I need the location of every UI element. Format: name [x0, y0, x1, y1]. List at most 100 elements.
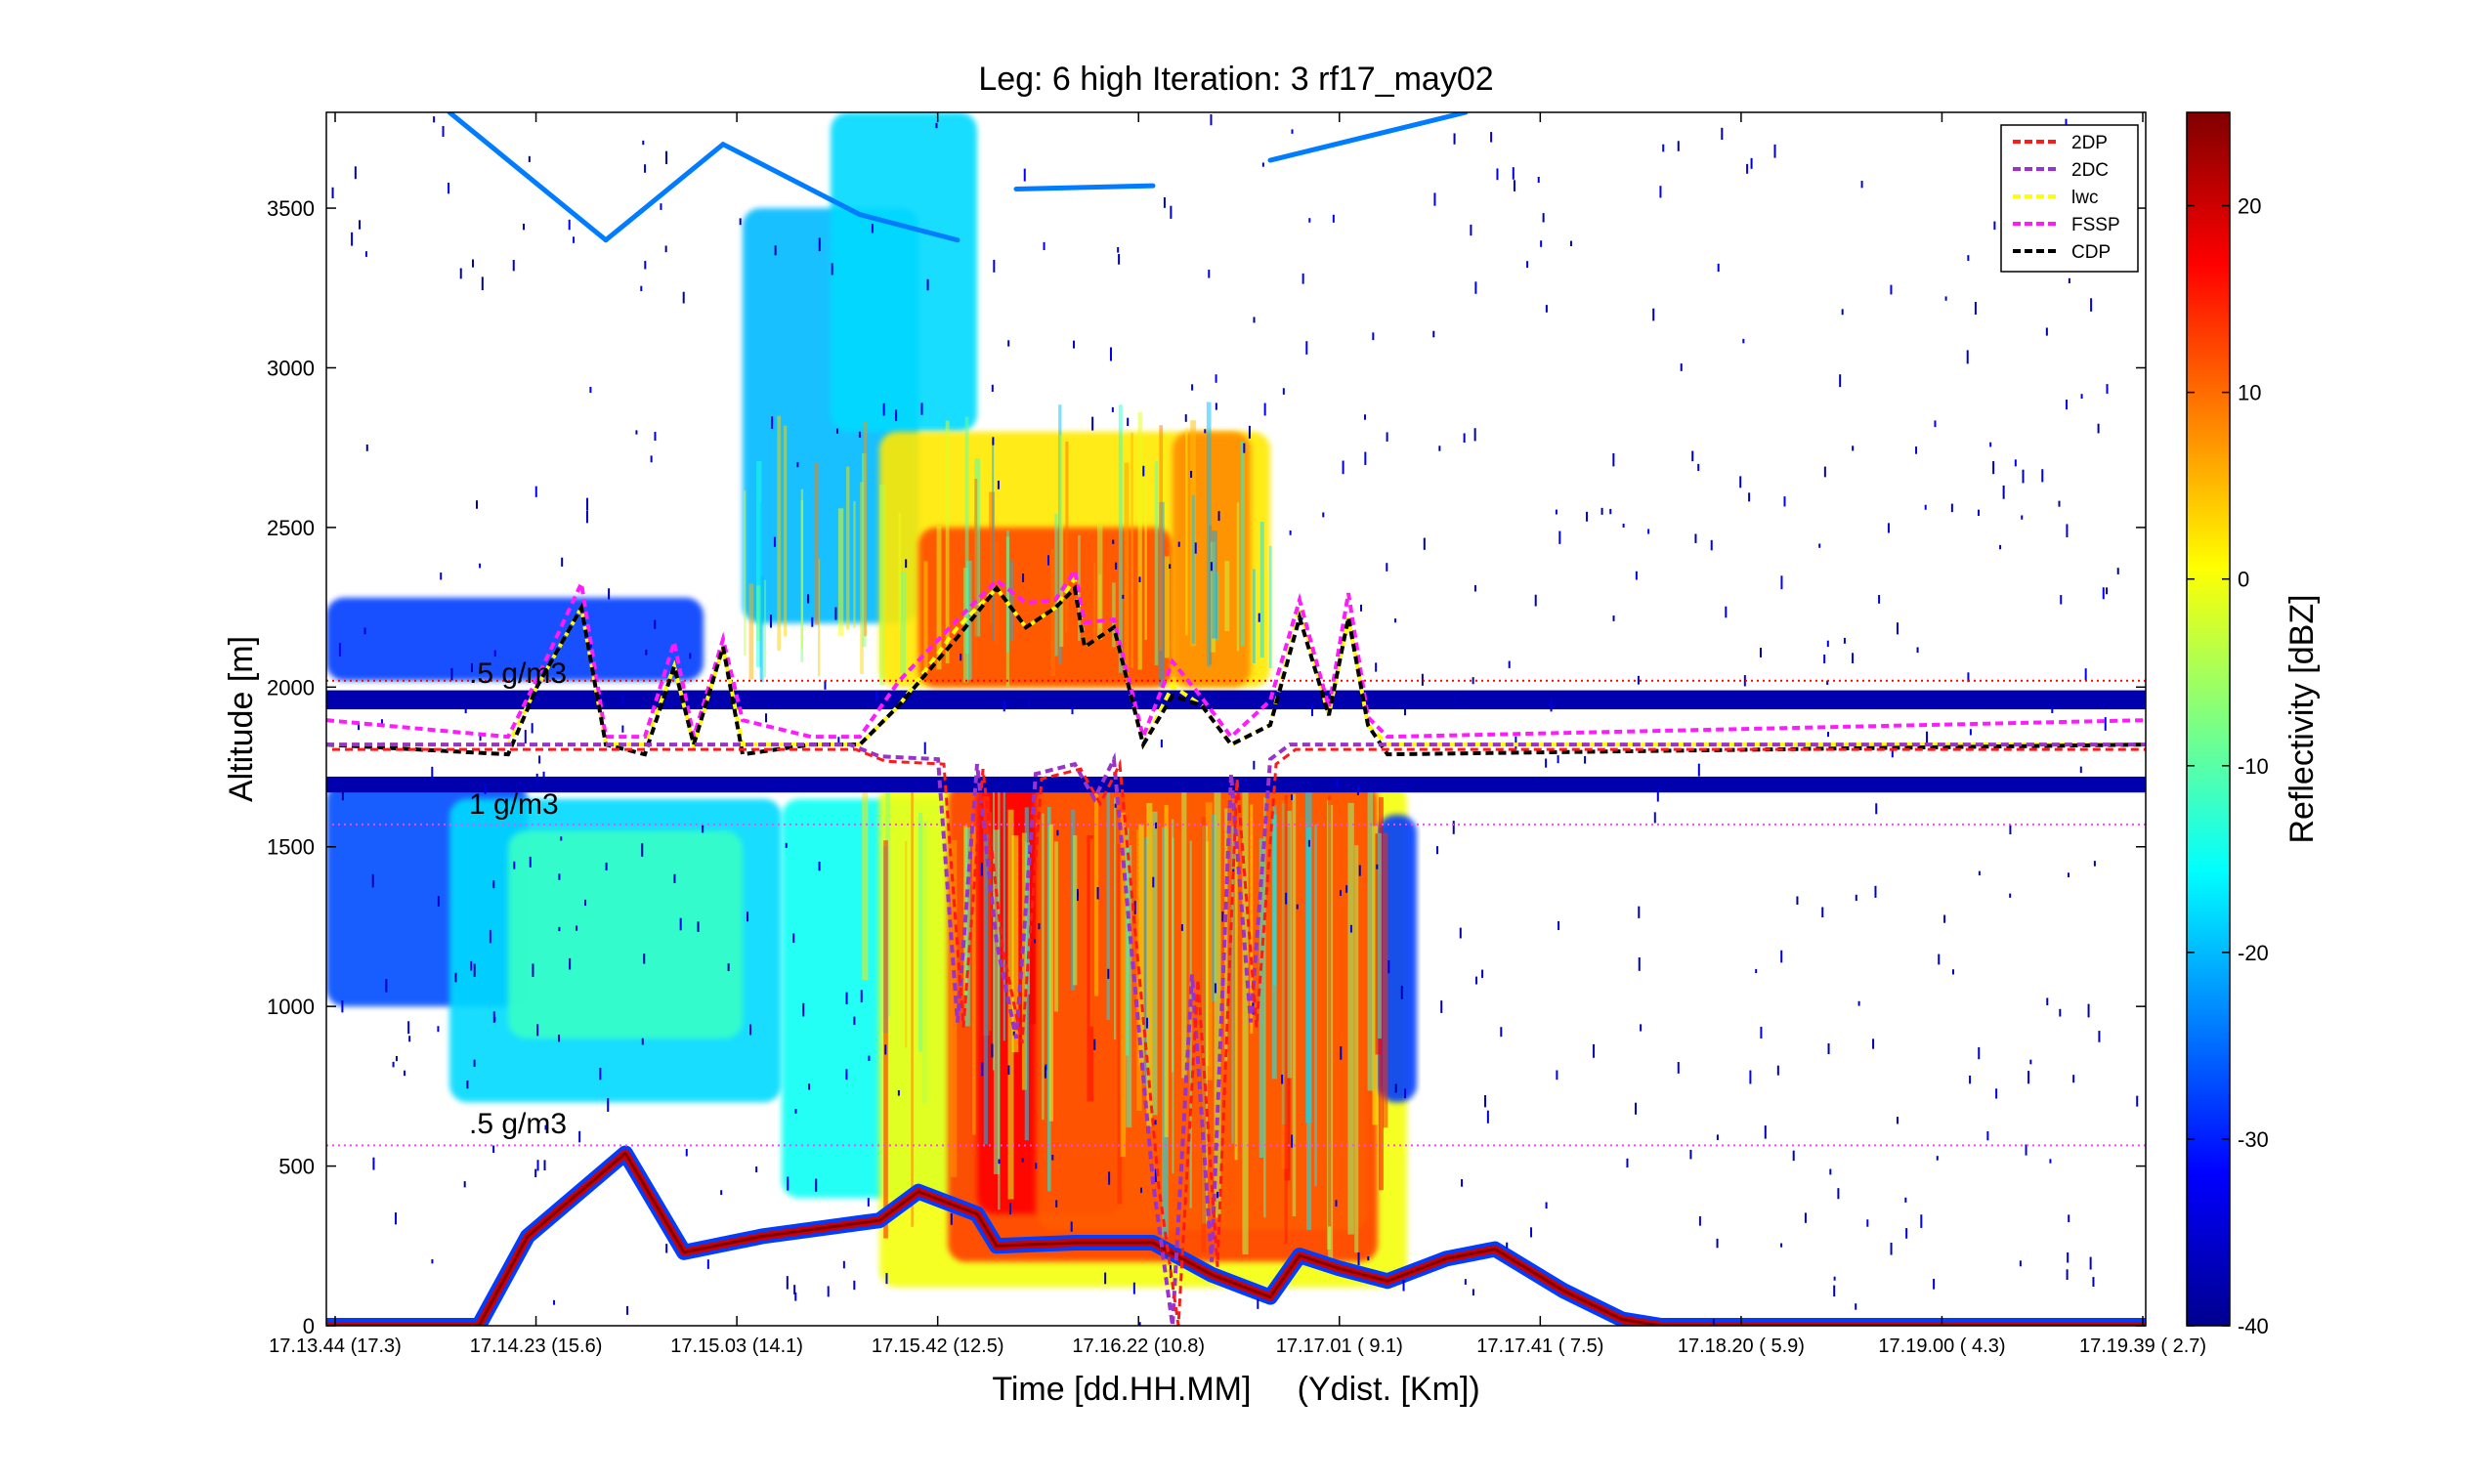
- noise-pixel: [1043, 241, 1045, 251]
- noise-pixel: [450, 667, 453, 681]
- noise-pixel: [992, 437, 995, 445]
- noise-pixel: [558, 873, 561, 880]
- echo-streak: [964, 416, 969, 655]
- noise-pixel: [431, 766, 434, 781]
- noise-pixel: [1748, 492, 1751, 502]
- noise-pixel: [1142, 465, 1145, 477]
- noise-pixel: [1177, 541, 1180, 547]
- echo-streak: [1240, 441, 1245, 647]
- noise-pixel: [1698, 1215, 1701, 1226]
- noise-pixel: [1635, 1102, 1638, 1115]
- noise-pixel: [2046, 997, 2049, 1006]
- trace-2dp: [332, 747, 2146, 1326]
- noise-pixel: [1339, 889, 1342, 896]
- band-upper: [326, 690, 2146, 710]
- trace-fssp: [326, 565, 2146, 743]
- noise-pixel: [644, 164, 647, 173]
- noise-pixel: [1712, 1318, 1715, 1326]
- echo-streak: [1146, 803, 1153, 1126]
- noise-pixel: [1107, 968, 1110, 979]
- annotations: .5 g/m3 1 g/m3 .5 g/m3: [469, 657, 567, 1140]
- noise-pixel: [2021, 515, 2024, 520]
- noise-pixel: [1622, 524, 1625, 529]
- echo-streak: [853, 501, 856, 628]
- noise-pixel: [1716, 1134, 1719, 1140]
- noise-pixel: [1160, 739, 1163, 748]
- noise-pixel: [1924, 504, 1927, 510]
- noise-pixel: [1662, 144, 1665, 152]
- echo-streak: [1114, 797, 1117, 1039]
- noise-pixel: [1132, 1282, 1135, 1294]
- noise-pixel: [1550, 698, 1553, 712]
- noise-pixel: [1051, 1154, 1054, 1161]
- noise-pixel: [1364, 414, 1367, 420]
- x-tick-label: 17.14.23 (15.6): [470, 1336, 603, 1357]
- noise-pixel: [1823, 654, 1826, 663]
- noise-pixel: [897, 1089, 900, 1096]
- noise-pixel: [1421, 673, 1424, 686]
- noise-pixel: [481, 276, 484, 291]
- legend: 2DP 2DC lwc FSSP CDP: [2000, 124, 2139, 273]
- noise-pixel: [1360, 604, 1363, 612]
- noise-pixel: [1526, 261, 1529, 269]
- noise-pixel: [1710, 539, 1713, 551]
- y-tick-label: 3500: [267, 196, 315, 221]
- noise-pixel: [834, 607, 837, 620]
- x-tick-label: 17.15.42 (12.5): [872, 1336, 1004, 1357]
- noise-pixel: [641, 1038, 644, 1045]
- noise-pixel: [1117, 246, 1120, 253]
- x-axis: 17.13.44 (17.3) 17.14.23 (15.6) 17.15.03 (…: [269, 112, 2206, 1357]
- noise-pixel: [534, 486, 537, 497]
- noise-pixel: [1432, 330, 1435, 338]
- noise-pixel: [1872, 1039, 1875, 1049]
- echo-streak: [1007, 809, 1014, 1200]
- echo-streak: [1050, 548, 1055, 677]
- noise-pixel: [1841, 309, 1844, 316]
- echo-streak: [1259, 838, 1264, 1159]
- noise-pixel: [1035, 1163, 1038, 1169]
- noise-pixel: [1243, 443, 1246, 453]
- noise-pixel: [827, 1286, 830, 1297]
- noise-pixel: [1104, 1272, 1107, 1285]
- echo-streak: [1030, 827, 1037, 1025]
- noise-pixel: [1556, 1070, 1558, 1081]
- noise-pixel: [1046, 555, 1049, 566]
- noise-pixel: [1780, 1243, 1783, 1248]
- noise-pixel: [1204, 429, 1207, 434]
- noise-pixel: [1452, 821, 1455, 834]
- noise-pixel: [981, 1062, 984, 1077]
- echo-streak: [814, 462, 819, 625]
- noise-pixel: [1261, 162, 1264, 167]
- echo-streak: [1118, 404, 1123, 673]
- noise-pixel: [1394, 618, 1397, 623]
- colorbar-tick-label: -10: [2238, 754, 2269, 779]
- colorbar-tick-label: 20: [2238, 194, 2261, 219]
- noise-pixel: [1190, 470, 1193, 478]
- noise-pixel: [585, 510, 588, 524]
- noise-pixel: [1291, 1134, 1294, 1148]
- noise-pixel: [1155, 822, 1158, 829]
- noise-pixel: [773, 536, 776, 547]
- noise-pixel: [807, 594, 810, 604]
- noise-pixel: [608, 588, 611, 600]
- noise-pixel: [2097, 423, 2100, 434]
- noise-pixel: [1780, 950, 1783, 963]
- noise-pixel: [1967, 255, 1970, 262]
- x-tick-label: 17.19.39 ( 2.7): [2079, 1336, 2206, 1357]
- echo-streak: [1024, 807, 1029, 1141]
- noise-pixel: [1305, 341, 1308, 355]
- noise-pixel: [1969, 1075, 1972, 1084]
- noise-pixel: [1308, 218, 1311, 223]
- noise-pixel: [1852, 445, 1855, 451]
- noise-pixel: [479, 563, 482, 569]
- echo-streak: [1367, 790, 1374, 1091]
- echo-streak: [883, 840, 888, 1239]
- noise-pixel: [1992, 461, 1995, 475]
- colorbar-axis: -40 -30 -20 -10 0 10 20: [2187, 194, 2269, 1338]
- noise-pixel: [1750, 157, 1753, 169]
- noise-pixel: [338, 643, 341, 657]
- echo-streak: [748, 583, 754, 680]
- noise-pixel: [1285, 892, 1288, 905]
- echo-streak: [1059, 435, 1064, 648]
- noise-pixel: [1677, 1062, 1680, 1074]
